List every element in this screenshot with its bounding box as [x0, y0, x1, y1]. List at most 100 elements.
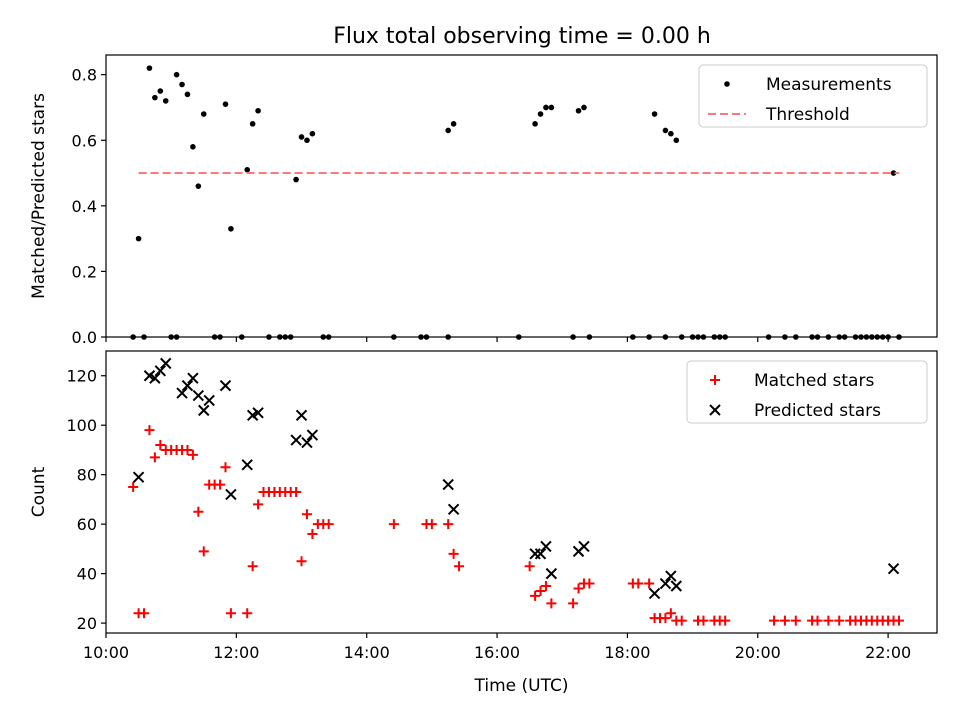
data-point: [812, 615, 823, 626]
data-point: [301, 436, 313, 449]
data-point: [534, 548, 547, 560]
data-point: [255, 107, 261, 114]
data-point: [301, 509, 312, 520]
data-point: [146, 65, 153, 71]
data-point: [135, 235, 142, 242]
data-point: [187, 372, 199, 384]
data-point: [184, 91, 191, 98]
data-point: [176, 387, 188, 399]
data-point: [195, 183, 202, 189]
data-point: [665, 570, 677, 582]
y-tick-label: 40: [77, 565, 97, 584]
data-point: [779, 615, 790, 626]
data-point: [790, 615, 801, 626]
y-tick-label: 0.0: [72, 328, 97, 347]
data-point: [543, 104, 549, 111]
data-point: [149, 452, 160, 463]
data-point: [890, 170, 897, 176]
data-point: [296, 556, 307, 567]
data-point: [128, 482, 139, 493]
data-point: [323, 519, 334, 530]
data-point: [228, 225, 234, 232]
x-tick-label: 22:00: [865, 643, 911, 662]
data-point: [215, 479, 226, 490]
chart-panel-2: 20 40 60 80 100 120 10:00 12:00 14:00 16:00 18:00 2…: [29, 350, 938, 696]
data-point: [304, 137, 310, 144]
y-tick-label: 0.4: [72, 197, 97, 216]
data-point: [149, 372, 161, 384]
data-point: [540, 540, 552, 553]
data-point: [253, 499, 264, 510]
data-point: [132, 471, 145, 483]
data-point: [575, 107, 582, 114]
y-axis-label: Matched/Predicted stars: [29, 93, 49, 299]
data-point: [676, 615, 687, 626]
data-point: [445, 127, 451, 134]
data-point: [198, 546, 209, 557]
data-point: [443, 519, 454, 530]
data-point: [162, 98, 169, 104]
plot-frame: [105, 350, 938, 634]
data-point: [454, 561, 465, 572]
data-point: [173, 71, 180, 78]
data-point: [307, 529, 318, 540]
data-point: [668, 130, 674, 137]
y-tick-label: 100: [66, 416, 97, 435]
data-point: [152, 94, 158, 101]
data-point: [225, 608, 236, 619]
x-tick-label: 10:00: [83, 643, 129, 662]
y-tick-label: 20: [77, 614, 97, 633]
data-point: [187, 449, 198, 460]
legend-label: Predicted stars: [754, 401, 881, 421]
plot-frame: [105, 54, 938, 338]
legend-label: Measurements: [766, 75, 892, 95]
data-point: [190, 144, 196, 150]
chart-panels: 0.0 0.2 0.4 0.6 0.8 Matched/Predicted stars Me…: [29, 54, 938, 696]
x-tick-label: 18:00: [604, 643, 650, 662]
data-point: [306, 429, 319, 441]
data-point: [139, 608, 150, 619]
data-point: [154, 365, 167, 377]
data-point: [298, 134, 305, 140]
data-point: [193, 506, 204, 517]
legend-label: Threshold: [765, 105, 850, 125]
legend-label: Matched stars: [754, 371, 874, 391]
data-point: [203, 394, 215, 407]
data-point: [662, 127, 669, 134]
data-point: [160, 357, 172, 370]
data-point: [524, 561, 535, 572]
x-tick-label: 20:00: [735, 643, 781, 662]
data-point: [181, 379, 194, 392]
data-point: [530, 590, 541, 601]
x-tick-label: 16:00: [474, 643, 520, 662]
data-point: [651, 111, 658, 117]
data-point: [309, 130, 316, 137]
legend-marker: [724, 81, 730, 87]
chart-panel-1: 0.0 0.2 0.4 0.6 0.8 Matched/Predicted stars Me…: [29, 54, 938, 347]
data-point: [241, 459, 253, 471]
data-point: [249, 121, 256, 127]
data-point: [200, 111, 207, 117]
data-point: [293, 176, 299, 183]
data-point: [144, 425, 155, 436]
data-point: [442, 478, 454, 491]
data-point: [291, 487, 302, 497]
data-point: [648, 587, 661, 600]
y-tick-label: 60: [77, 515, 97, 534]
data-point: [179, 81, 185, 88]
data-point: [823, 615, 834, 626]
data-point: [568, 598, 579, 609]
data-point: [219, 379, 232, 392]
data-point: [532, 121, 538, 127]
data-point: [893, 615, 904, 626]
data-point: [548, 104, 555, 111]
y-tick-label: 0.8: [72, 66, 97, 85]
y-tick-label: 0.2: [72, 262, 97, 281]
data-point: [155, 440, 166, 450]
legend: Measurements Threshold: [698, 64, 928, 128]
data-point: [665, 608, 676, 619]
x-tick-label: 12:00: [213, 643, 259, 662]
data-point: [295, 409, 308, 422]
data-point: [290, 434, 302, 446]
data-point: [698, 615, 709, 626]
